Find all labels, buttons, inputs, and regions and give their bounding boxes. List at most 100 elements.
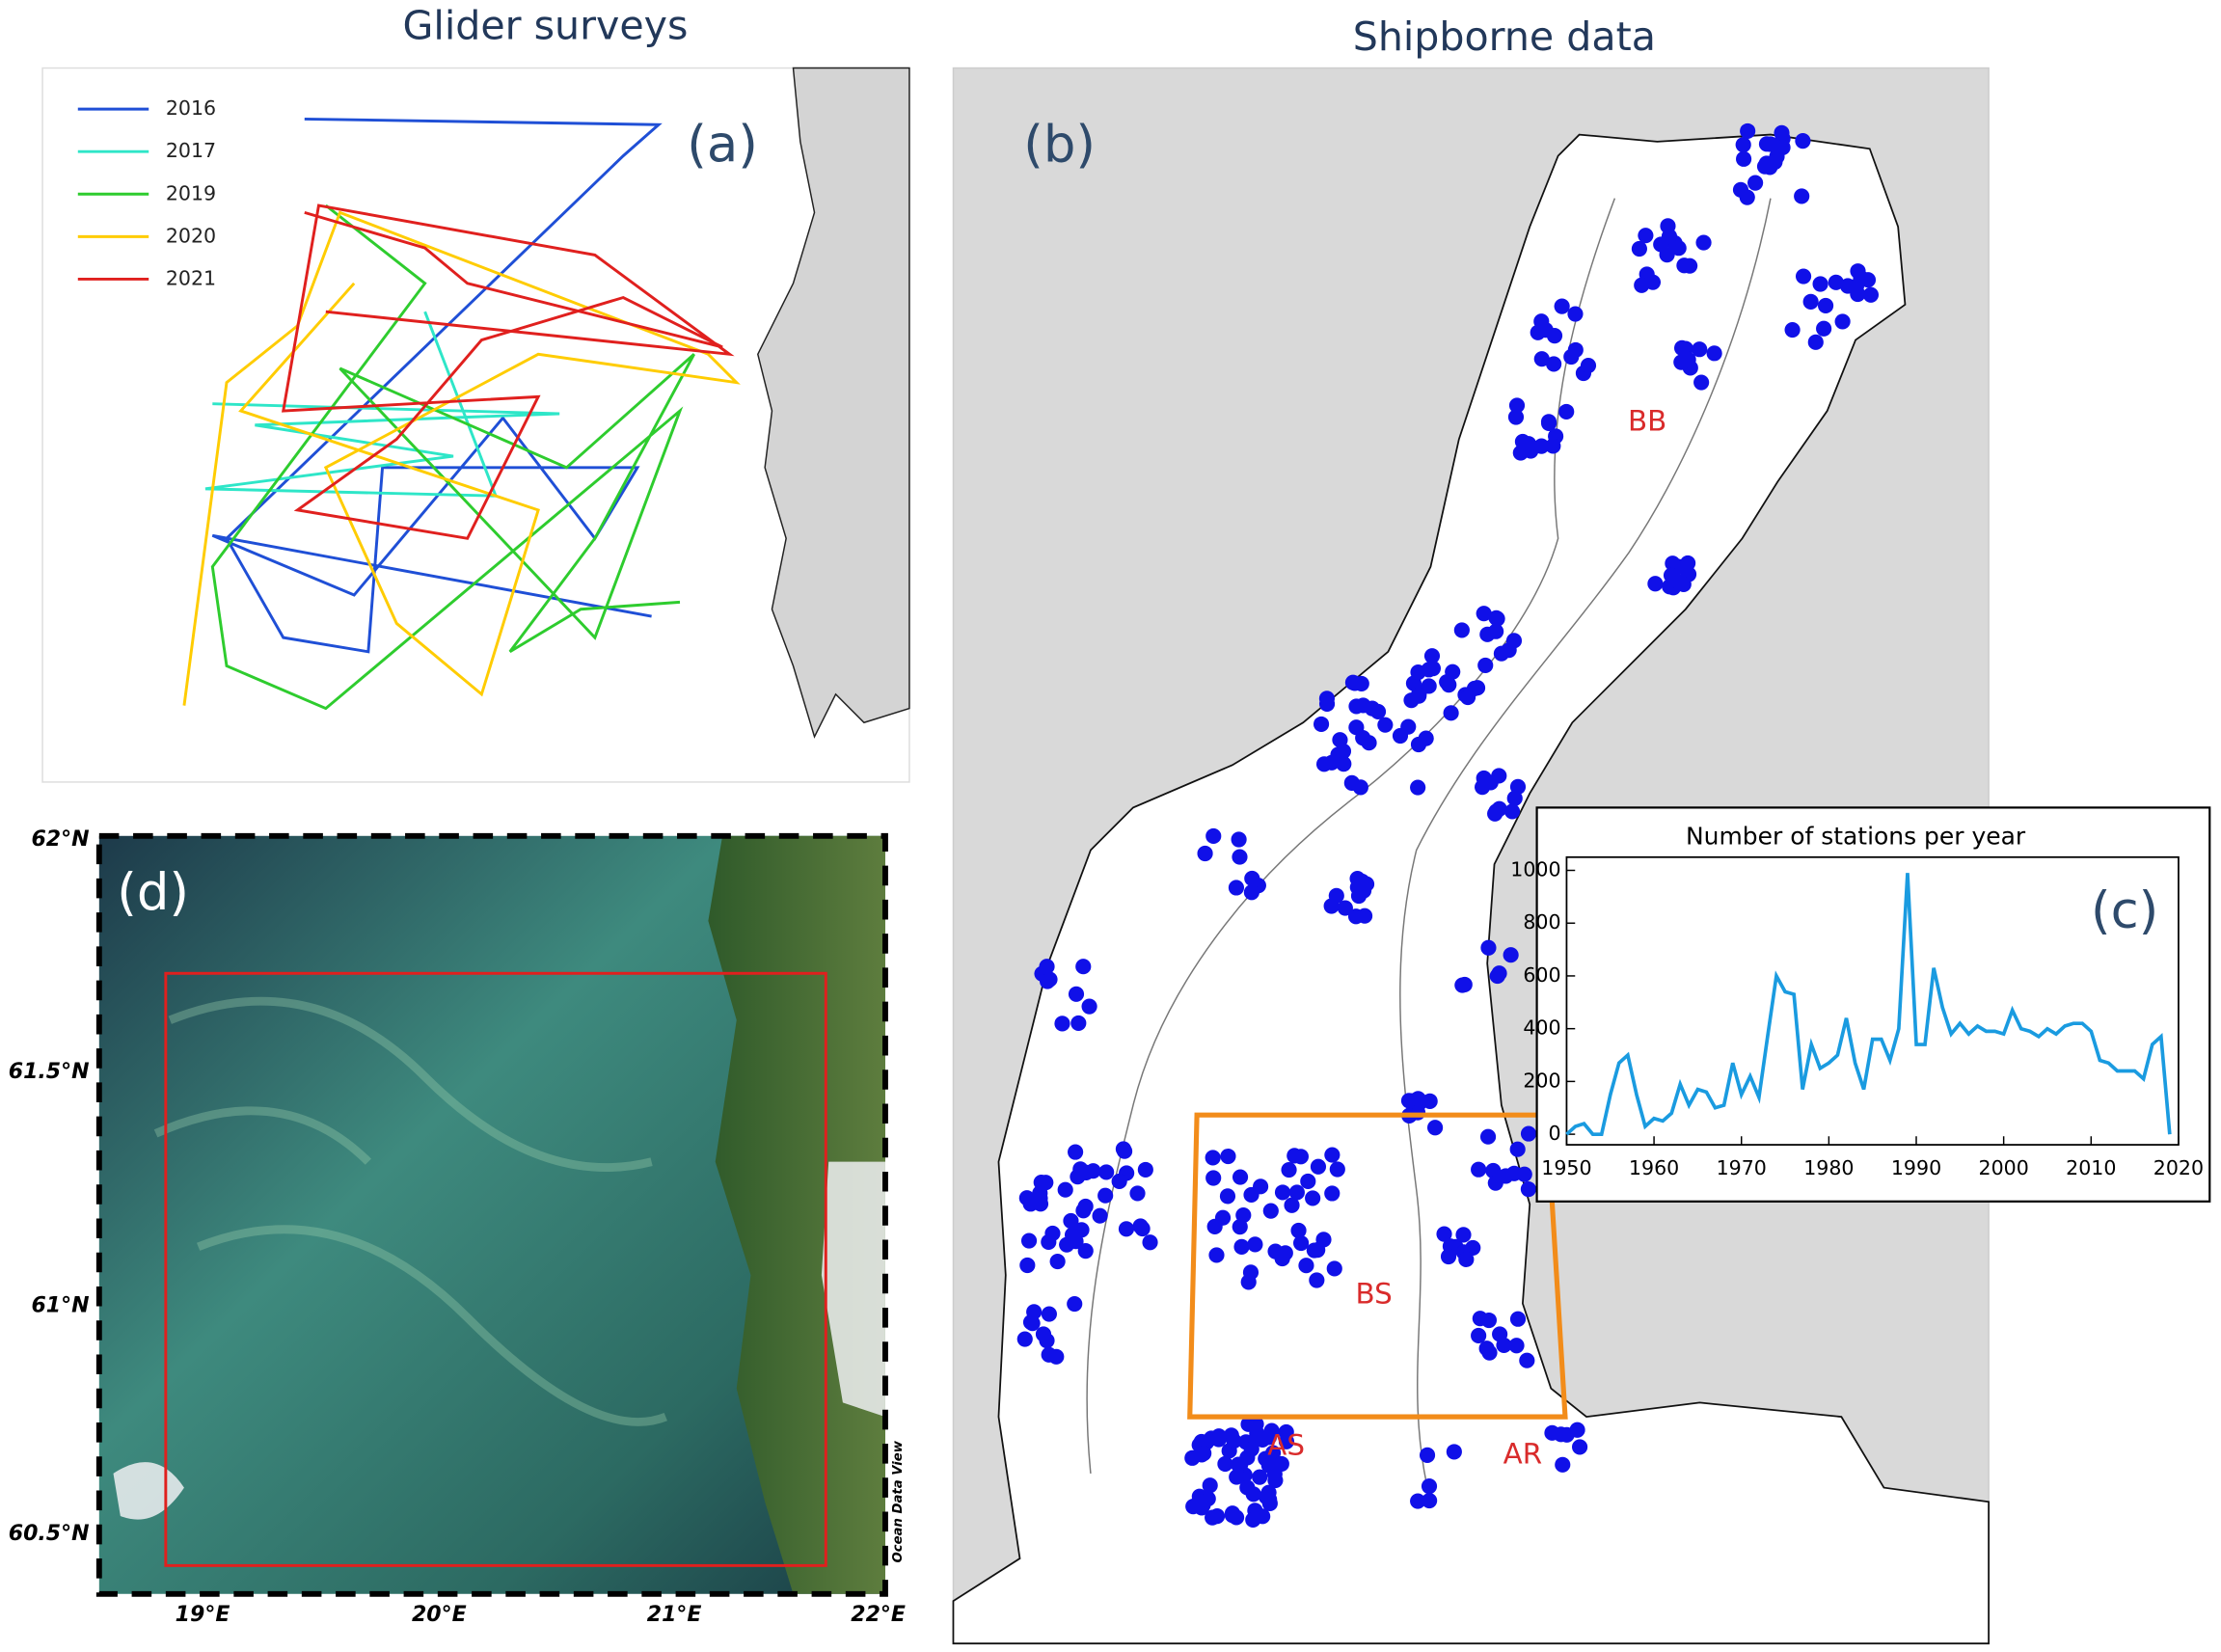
station-dot (1255, 1508, 1271, 1525)
station-dot (1073, 1222, 1090, 1238)
station-dot (1326, 1260, 1342, 1277)
station-dot (1569, 1422, 1585, 1438)
station-dot (1226, 1433, 1242, 1449)
station-dot (1328, 887, 1344, 904)
station-dot (1816, 320, 1832, 337)
chart-title: Number of stations per year (1686, 822, 2026, 850)
panel-label: (c) (2091, 881, 2158, 940)
station-dot (1812, 276, 1828, 292)
y-tick-label: 800 (1523, 910, 1560, 934)
station-dot (1489, 967, 1505, 985)
station-dot (1507, 409, 1525, 425)
station-dot (1068, 1233, 1084, 1250)
legend-label: 2019 (166, 181, 216, 204)
station-dot (1422, 1093, 1438, 1109)
station-dot (1554, 298, 1570, 314)
station-dot (1410, 779, 1426, 796)
station-dot (1410, 1493, 1426, 1509)
glider-track (281, 203, 735, 540)
region-label: BB (1628, 404, 1666, 437)
station-dot (1533, 351, 1550, 367)
station-dot (1085, 1163, 1101, 1179)
station-dot (1453, 622, 1470, 638)
station-dot (1834, 313, 1851, 330)
region-label: BS (1356, 1277, 1393, 1310)
station-dot (1070, 1169, 1086, 1185)
station-dot (1274, 1184, 1291, 1201)
station-dot (1274, 1251, 1290, 1267)
station-dot (1313, 716, 1330, 732)
x-tick-label: 1970 (1717, 1156, 1767, 1179)
station-dot (1631, 240, 1647, 257)
station-dot (1235, 1206, 1252, 1224)
station-dot (1644, 274, 1662, 290)
station-dot (1794, 188, 1810, 204)
lon-label: 21°E (647, 1603, 702, 1627)
station-dot (1039, 959, 1055, 975)
station-dot (1054, 1016, 1070, 1032)
station-dot (1324, 1185, 1341, 1202)
station-dot (1736, 150, 1752, 167)
station-dot (1196, 1445, 1212, 1462)
station-dot (1369, 703, 1387, 720)
station-dot (1228, 880, 1245, 896)
station-dot (1673, 339, 1691, 356)
lat-label: 60.5°N (9, 1522, 90, 1546)
y-tick-label: 600 (1523, 963, 1560, 987)
station-dot (1111, 1173, 1127, 1190)
y-tick-label: 400 (1523, 1016, 1560, 1040)
station-dot (1479, 1128, 1497, 1145)
station-dot (1475, 779, 1491, 796)
station-dot (1244, 870, 1260, 886)
glider-track (211, 117, 663, 654)
station-dot (1230, 1456, 1247, 1473)
station-dot (1471, 1327, 1487, 1344)
station-dot (1310, 1158, 1327, 1175)
station-dot (1458, 1251, 1475, 1268)
header: Shipborne data (1353, 14, 1656, 60)
line-series (1565, 873, 2172, 1137)
station-dot (1205, 1170, 1222, 1186)
station-dot (1116, 1143, 1133, 1159)
station-dot (1118, 1221, 1135, 1237)
station-dot (1496, 1337, 1512, 1354)
station-dot (1041, 1233, 1057, 1250)
station-dot (1041, 1306, 1057, 1322)
station-dot (1336, 756, 1352, 772)
station-dot (1019, 1257, 1036, 1274)
station-dot (1318, 695, 1336, 713)
station-dot (1558, 403, 1575, 420)
station-dot (1129, 1185, 1146, 1202)
station-dot (1142, 1234, 1158, 1251)
study-box (1187, 1112, 1568, 1420)
station-dot (1016, 1331, 1033, 1347)
station-dot (1508, 1338, 1525, 1354)
station-dot (1735, 137, 1751, 153)
lat-label: 61°N (31, 1294, 89, 1318)
station-dot (1563, 348, 1580, 366)
station-dot (1506, 790, 1523, 806)
station-dot (1795, 133, 1811, 149)
station-dot (1410, 736, 1427, 753)
station-dot (1075, 959, 1092, 975)
bloom (153, 996, 667, 1426)
y-tick-label: 1000 (1510, 857, 1560, 880)
station-dot (1049, 1254, 1066, 1270)
station-dot (1421, 678, 1437, 694)
plot-frame (1565, 855, 2180, 1146)
x-tick-label: 1960 (1629, 1156, 1679, 1179)
station-dot (1828, 274, 1844, 290)
station-dot (1020, 1232, 1038, 1249)
station-dot (1081, 998, 1097, 1015)
station-dot (1859, 272, 1877, 288)
station-dot (1309, 1272, 1325, 1288)
station-dot (1520, 1181, 1536, 1198)
station-dot (1026, 1304, 1043, 1320)
station-dot (1205, 827, 1222, 845)
station-dot (1288, 1184, 1305, 1201)
station-dot (1487, 1175, 1503, 1191)
station-dot (1097, 1187, 1114, 1204)
station-dot (1300, 1173, 1316, 1190)
station-dot (1817, 297, 1834, 314)
station-dot (1233, 1238, 1250, 1255)
